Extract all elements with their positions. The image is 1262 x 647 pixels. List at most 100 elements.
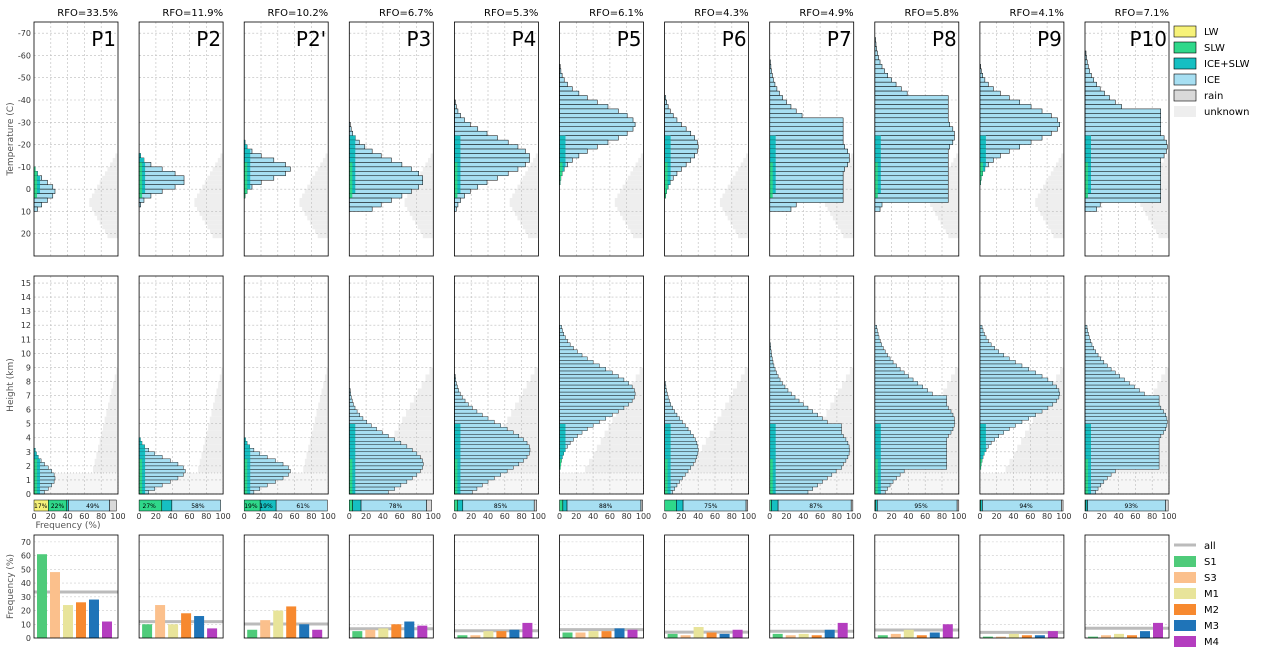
unknown-bar (415, 180, 434, 185)
ice-slw-bar (979, 444, 986, 449)
slw-bar (1085, 162, 1088, 167)
panel-frame (874, 534, 960, 639)
unknown-bar (743, 157, 749, 163)
stacked-segment (956, 499, 960, 512)
slw-bar (664, 465, 668, 470)
unknown-bar (207, 224, 224, 230)
ice-bar (1084, 444, 1160, 449)
unknown-bar (838, 388, 854, 396)
unknown-bar (838, 224, 854, 230)
ice-slw-bar (1085, 423, 1091, 428)
ice-bar (979, 339, 989, 344)
ice-bar (979, 117, 1058, 123)
unknown-bar (1037, 206, 1064, 212)
slw-bar (559, 462, 561, 466)
y-tick-label: 3 (26, 448, 31, 457)
x-tick-label: 100 (636, 512, 651, 521)
x-tick-label: 0 (1082, 512, 1087, 521)
ice-slw-bar (874, 427, 881, 431)
unknown-bar (306, 451, 329, 459)
ice-bar (349, 412, 360, 417)
group-bar-S3 (785, 635, 796, 638)
x-tick-label: 0 (662, 512, 667, 521)
ice-bar (979, 353, 1004, 358)
ice-bar (664, 130, 692, 136)
ice-bar (454, 426, 508, 431)
unknown-bar (99, 180, 118, 185)
slw-bar (769, 189, 773, 194)
unknown-bar (209, 416, 224, 424)
unknown-bar (725, 211, 749, 216)
ice-bar (1084, 356, 1101, 361)
ice-slw-bar (1085, 448, 1091, 452)
x-tick-label: 100 (1056, 512, 1071, 521)
ice-bar (769, 157, 850, 163)
slw-bar (34, 490, 37, 494)
ice-bar (1084, 434, 1162, 438)
ice-bar (454, 455, 528, 460)
slw-bar (139, 175, 143, 181)
ice-slw-bar (244, 441, 248, 445)
phase-legend: LW SLW ICE+SLW ICE rain unknown (1173, 25, 1250, 118)
ice-slw-bar (454, 448, 461, 452)
ice-bar (874, 99, 949, 105)
ice-slw-bar (664, 455, 671, 459)
ice-bar (664, 104, 669, 110)
slw-bar (1085, 479, 1088, 484)
ice-bar (1084, 465, 1160, 470)
unknown-bar (515, 402, 539, 410)
panel-frame (348, 21, 434, 257)
ice-bar (454, 171, 509, 177)
unknown-bar (208, 423, 224, 431)
ice-slw-bar (559, 444, 566, 449)
unknown-bar (1005, 465, 1064, 473)
legend-label-rain: rain (1204, 91, 1223, 102)
unknown-bar (729, 395, 749, 403)
pct-ice: 61% (296, 503, 310, 510)
unknown-bar (429, 367, 434, 375)
ice-bar (349, 465, 423, 470)
legend-label-all: all (1204, 541, 1216, 552)
ice-slw-bar (349, 434, 356, 438)
ice-slw-bar (874, 149, 881, 154)
unknown-bar (1060, 367, 1064, 375)
ice-bar (874, 179, 949, 185)
unknown-bar (725, 402, 749, 410)
ice-bar (874, 171, 949, 177)
unknown-bar (214, 395, 224, 403)
group-bar-S1 (982, 636, 993, 638)
group-bar-M2 (1021, 635, 1032, 638)
ice-bar (1084, 135, 1165, 141)
unknown-bar (394, 430, 434, 438)
unknown-bar (407, 206, 434, 212)
unknown-bar (522, 175, 539, 181)
unknown-bar (97, 184, 118, 190)
ice-bar (769, 370, 777, 375)
ice-bar (349, 444, 408, 449)
ice-bar (559, 346, 574, 351)
group-bar-S1 (37, 554, 47, 638)
ice-bar (138, 197, 145, 203)
ice-bar (559, 356, 588, 361)
ice-slw-bar (979, 455, 984, 459)
group-bar-S1 (457, 635, 468, 638)
ice-bar (559, 349, 578, 354)
ice-slw-bar (454, 135, 461, 141)
y-tick-label: 6 (26, 406, 31, 415)
unknown-bar (204, 220, 224, 225)
legend-label-M3: M3 (1204, 621, 1219, 632)
ice-slw-bar (1085, 135, 1091, 141)
ice-bar (769, 465, 842, 470)
ice-slw-bar (454, 434, 461, 438)
ice-bar (1084, 391, 1145, 396)
ice-slw-bar (34, 451, 37, 456)
slw-bar (874, 175, 878, 181)
group-bar-M1 (273, 610, 284, 638)
slw-bar (874, 472, 878, 477)
unknown-bar (420, 171, 434, 176)
panel-P1: P1RFO=33.5%-70-60-50-40-30-20-1001020Tem… (6, 8, 126, 643)
group-bar-M4 (417, 625, 428, 638)
unknown-bar (589, 458, 644, 466)
ice-slw-bar (664, 135, 671, 141)
ice-bar (664, 412, 678, 417)
